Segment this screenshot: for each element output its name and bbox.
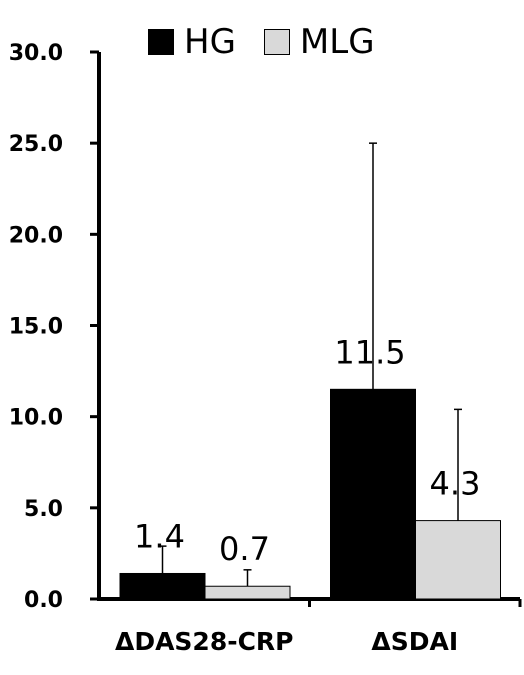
y-tick-label: 10.0 (9, 406, 63, 431)
legend-item-hg: HG (148, 22, 236, 62)
data-label: 4.3 (430, 465, 481, 503)
legend-item-mlg: MLG (263, 22, 375, 62)
y-tick-label: 0.0 (24, 588, 63, 613)
bar-hg (330, 388, 416, 600)
legend-swatch-mlg (263, 29, 290, 55)
chart-legend: HG MLG (148, 22, 403, 62)
y-tick-label: 5.0 (24, 497, 63, 522)
data-label: 1.4 (134, 517, 185, 555)
y-tick-label: 20.0 (9, 223, 63, 248)
y-tick-label: 25.0 (9, 132, 63, 157)
bar-hg (119, 572, 206, 600)
y-tick-label: 15.0 (9, 315, 63, 340)
bar-mlg (204, 585, 291, 600)
legend-label-hg: HG (184, 22, 236, 62)
x-category-label: ΔDAS28-CRP (115, 627, 294, 656)
bar-mlg (415, 520, 501, 600)
legend-swatch-hg (148, 29, 174, 55)
data-label: 11.5 (334, 333, 405, 371)
data-label: 0.7 (219, 530, 270, 568)
y-tick-label: 30.0 (9, 41, 63, 66)
legend-label-mlg: MLG (299, 22, 375, 62)
x-category-label: ΔSDAI (371, 627, 458, 656)
